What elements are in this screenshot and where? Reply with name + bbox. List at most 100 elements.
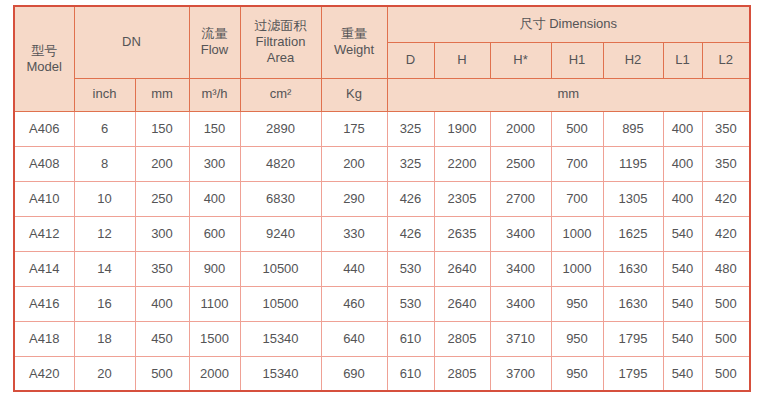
cell-d: 426 <box>387 181 434 216</box>
table-row: A416164001100105004605302640340095016305… <box>14 286 750 321</box>
cell-h_star: 3400 <box>490 286 551 321</box>
header-weight-zh: 重量 <box>323 26 386 42</box>
cell-inch: 6 <box>74 111 135 146</box>
table-row: A408820030048202003252200250070011954003… <box>14 146 750 181</box>
cell-h: 2635 <box>434 216 490 251</box>
table-row: A412123006009240330426263534001000162554… <box>14 216 750 251</box>
cell-flow: 400 <box>189 181 240 216</box>
header-weight-en: Weight <box>323 42 386 58</box>
header-weight: 重量 Weight <box>321 6 387 78</box>
cell-h2: 1625 <box>603 216 663 251</box>
cell-d: 325 <box>387 146 434 181</box>
table-row: A410102504006830290426230527007001305400… <box>14 181 750 216</box>
table-row: A406615015028901753251900200050089540035… <box>14 111 750 146</box>
cell-h: 2200 <box>434 146 490 181</box>
cell-h2: 895 <box>603 111 663 146</box>
unit-flow: m³/h <box>189 78 240 111</box>
cell-h2: 1795 <box>603 356 663 391</box>
cell-h1: 1000 <box>551 216 603 251</box>
cell-inch: 16 <box>74 286 135 321</box>
cell-weight: 175 <box>321 111 387 146</box>
header-dim-h1: H1 <box>551 42 603 78</box>
cell-d: 530 <box>387 286 434 321</box>
cell-l2: 500 <box>702 321 750 356</box>
cell-model: A418 <box>14 321 74 356</box>
cell-h_star: 3700 <box>490 356 551 391</box>
table-body: A406615015028901753251900200050089540035… <box>14 111 750 391</box>
cell-d: 325 <box>387 111 434 146</box>
cell-model: A414 <box>14 251 74 286</box>
cell-area: 15340 <box>240 356 321 391</box>
header-dim-l2: L2 <box>702 42 750 78</box>
cell-h2: 1630 <box>603 251 663 286</box>
cell-area: 10500 <box>240 286 321 321</box>
cell-area: 15340 <box>240 321 321 356</box>
unit-inch: inch <box>74 78 135 111</box>
table-row: A414143509001050044053026403400100016305… <box>14 251 750 286</box>
cell-d: 610 <box>387 356 434 391</box>
cell-h2: 1630 <box>603 286 663 321</box>
cell-h1: 950 <box>551 286 603 321</box>
header-dim-h: H <box>434 42 490 78</box>
cell-mm: 400 <box>135 286 189 321</box>
cell-l1: 540 <box>663 251 702 286</box>
table-row: A420205002000153406906102805370095017955… <box>14 356 750 391</box>
cell-weight: 460 <box>321 286 387 321</box>
header-filtration-zh: 过滤面积 <box>242 18 320 34</box>
cell-flow: 300 <box>189 146 240 181</box>
header-flow: 流量 Flow <box>189 6 240 78</box>
cell-l1: 400 <box>663 181 702 216</box>
unit-weight: Kg <box>321 78 387 111</box>
cell-flow: 1100 <box>189 286 240 321</box>
cell-model: A412 <box>14 216 74 251</box>
header-model-zh: 型号 <box>16 43 73 59</box>
cell-mm: 350 <box>135 251 189 286</box>
header-model: 型号 Model <box>14 6 74 111</box>
cell-h_star: 2700 <box>490 181 551 216</box>
cell-area: 9240 <box>240 216 321 251</box>
header-filtration-en1: Filtration <box>242 34 320 50</box>
header-dimensions: 尺寸 Dimensions <box>387 6 750 42</box>
cell-l1: 540 <box>663 321 702 356</box>
cell-l2: 350 <box>702 146 750 181</box>
cell-h1: 500 <box>551 111 603 146</box>
header-dim-h2: H2 <box>603 42 663 78</box>
cell-inch: 8 <box>74 146 135 181</box>
cell-h_star: 3400 <box>490 251 551 286</box>
cell-h2: 1795 <box>603 321 663 356</box>
cell-l2: 500 <box>702 286 750 321</box>
cell-weight: 690 <box>321 356 387 391</box>
cell-d: 530 <box>387 251 434 286</box>
table-row: A418184501500153406406102805371095017955… <box>14 321 750 356</box>
unit-area: cm² <box>240 78 321 111</box>
cell-h: 2640 <box>434 286 490 321</box>
cell-h_star: 3400 <box>490 216 551 251</box>
cell-inch: 12 <box>74 216 135 251</box>
header-filtration-area: 过滤面积 Filtration Area <box>240 6 321 78</box>
cell-h: 2805 <box>434 321 490 356</box>
cell-area: 2890 <box>240 111 321 146</box>
cell-area: 10500 <box>240 251 321 286</box>
cell-l2: 420 <box>702 181 750 216</box>
cell-mm: 450 <box>135 321 189 356</box>
cell-l1: 540 <box>663 356 702 391</box>
cell-l1: 540 <box>663 216 702 251</box>
cell-inch: 20 <box>74 356 135 391</box>
cell-mm: 250 <box>135 181 189 216</box>
cell-d: 610 <box>387 321 434 356</box>
cell-mm: 200 <box>135 146 189 181</box>
cell-h1: 1000 <box>551 251 603 286</box>
cell-h_star: 3710 <box>490 321 551 356</box>
cell-l2: 350 <box>702 111 750 146</box>
cell-inch: 10 <box>74 181 135 216</box>
cell-weight: 290 <box>321 181 387 216</box>
header-model-en: Model <box>16 59 73 75</box>
product-spec-page: 型号 Model DN 流量 Flow 过滤面积 Filtration Area… <box>0 0 765 403</box>
cell-h: 2640 <box>434 251 490 286</box>
header-flow-en: Flow <box>191 42 239 58</box>
cell-h_star: 2500 <box>490 146 551 181</box>
cell-flow: 600 <box>189 216 240 251</box>
cell-h2: 1305 <box>603 181 663 216</box>
header-dim-h-star: H* <box>490 42 551 78</box>
unit-mm: mm <box>135 78 189 111</box>
